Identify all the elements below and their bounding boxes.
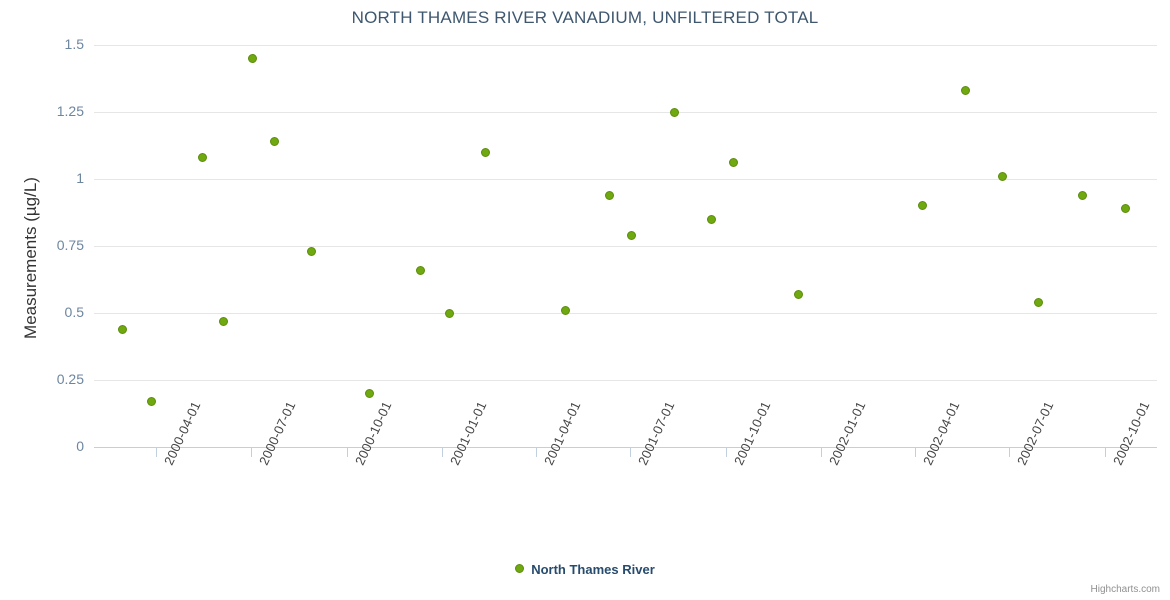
- data-point[interactable]: [961, 86, 971, 96]
- gridline: [94, 112, 1157, 113]
- x-axis-tick-mark: [630, 448, 632, 457]
- data-point[interactable]: [626, 230, 636, 240]
- y-axis-tick-label: 0.5: [64, 304, 84, 320]
- x-axis-tick-mark: [1105, 448, 1107, 457]
- data-point[interactable]: [481, 147, 491, 157]
- data-point[interactable]: [728, 158, 738, 168]
- plot-area: [94, 45, 1157, 447]
- gridline: [94, 380, 1157, 381]
- data-point[interactable]: [561, 305, 571, 315]
- data-point[interactable]: [917, 201, 927, 211]
- data-point[interactable]: [1034, 297, 1044, 307]
- data-point[interactable]: [270, 136, 280, 146]
- data-point[interactable]: [146, 396, 156, 406]
- data-point[interactable]: [306, 246, 316, 256]
- x-axis-tick-mark: [725, 448, 727, 457]
- data-point[interactable]: [248, 53, 258, 63]
- x-axis-tick-mark: [156, 448, 158, 457]
- gridline: [94, 45, 1157, 46]
- legend-item-label[interactable]: North Thames River: [531, 562, 655, 578]
- data-point[interactable]: [604, 190, 614, 200]
- data-point[interactable]: [219, 316, 229, 326]
- x-axis-tick-mark: [914, 448, 916, 457]
- y-axis-tick-label: 0: [76, 438, 84, 454]
- y-axis-tick-label: 1: [76, 170, 84, 186]
- data-point[interactable]: [197, 153, 207, 163]
- credits-label[interactable]: Highcharts.com: [1090, 584, 1160, 595]
- x-axis-tick-mark: [442, 448, 444, 457]
- y-axis-tick-label: 1.5: [64, 36, 84, 52]
- data-point[interactable]: [1077, 190, 1087, 200]
- data-point[interactable]: [1121, 203, 1131, 213]
- legend-marker-icon: [515, 564, 525, 574]
- y-axis-tick-label: 1.25: [56, 103, 84, 119]
- x-axis-tick-mark: [250, 448, 252, 457]
- gridline: [94, 313, 1157, 314]
- x-axis-tick-mark: [821, 448, 823, 457]
- chart-legend[interactable]: North Thames River: [0, 561, 1170, 577]
- data-point[interactable]: [117, 324, 127, 334]
- data-point[interactable]: [794, 289, 803, 299]
- gridline: [94, 179, 1157, 180]
- x-axis-tick-mark: [346, 448, 348, 457]
- y-axis-tick-label: 0.25: [56, 371, 84, 387]
- x-axis-tick-mark: [535, 448, 537, 457]
- x-axis-tick-mark: [1009, 448, 1011, 457]
- data-point[interactable]: [706, 214, 716, 224]
- data-point[interactable]: [444, 308, 454, 318]
- x-axis-line: [94, 447, 1157, 448]
- data-point[interactable]: [415, 265, 425, 275]
- data-point[interactable]: [997, 171, 1007, 181]
- data-point[interactable]: [364, 388, 374, 398]
- gridline: [94, 246, 1157, 247]
- data-point[interactable]: [670, 107, 680, 117]
- y-axis-tick-label: 0.75: [56, 237, 84, 253]
- chart-title: NORTH THAMES RIVER VANADIUM, UNFILTERED …: [351, 8, 819, 27]
